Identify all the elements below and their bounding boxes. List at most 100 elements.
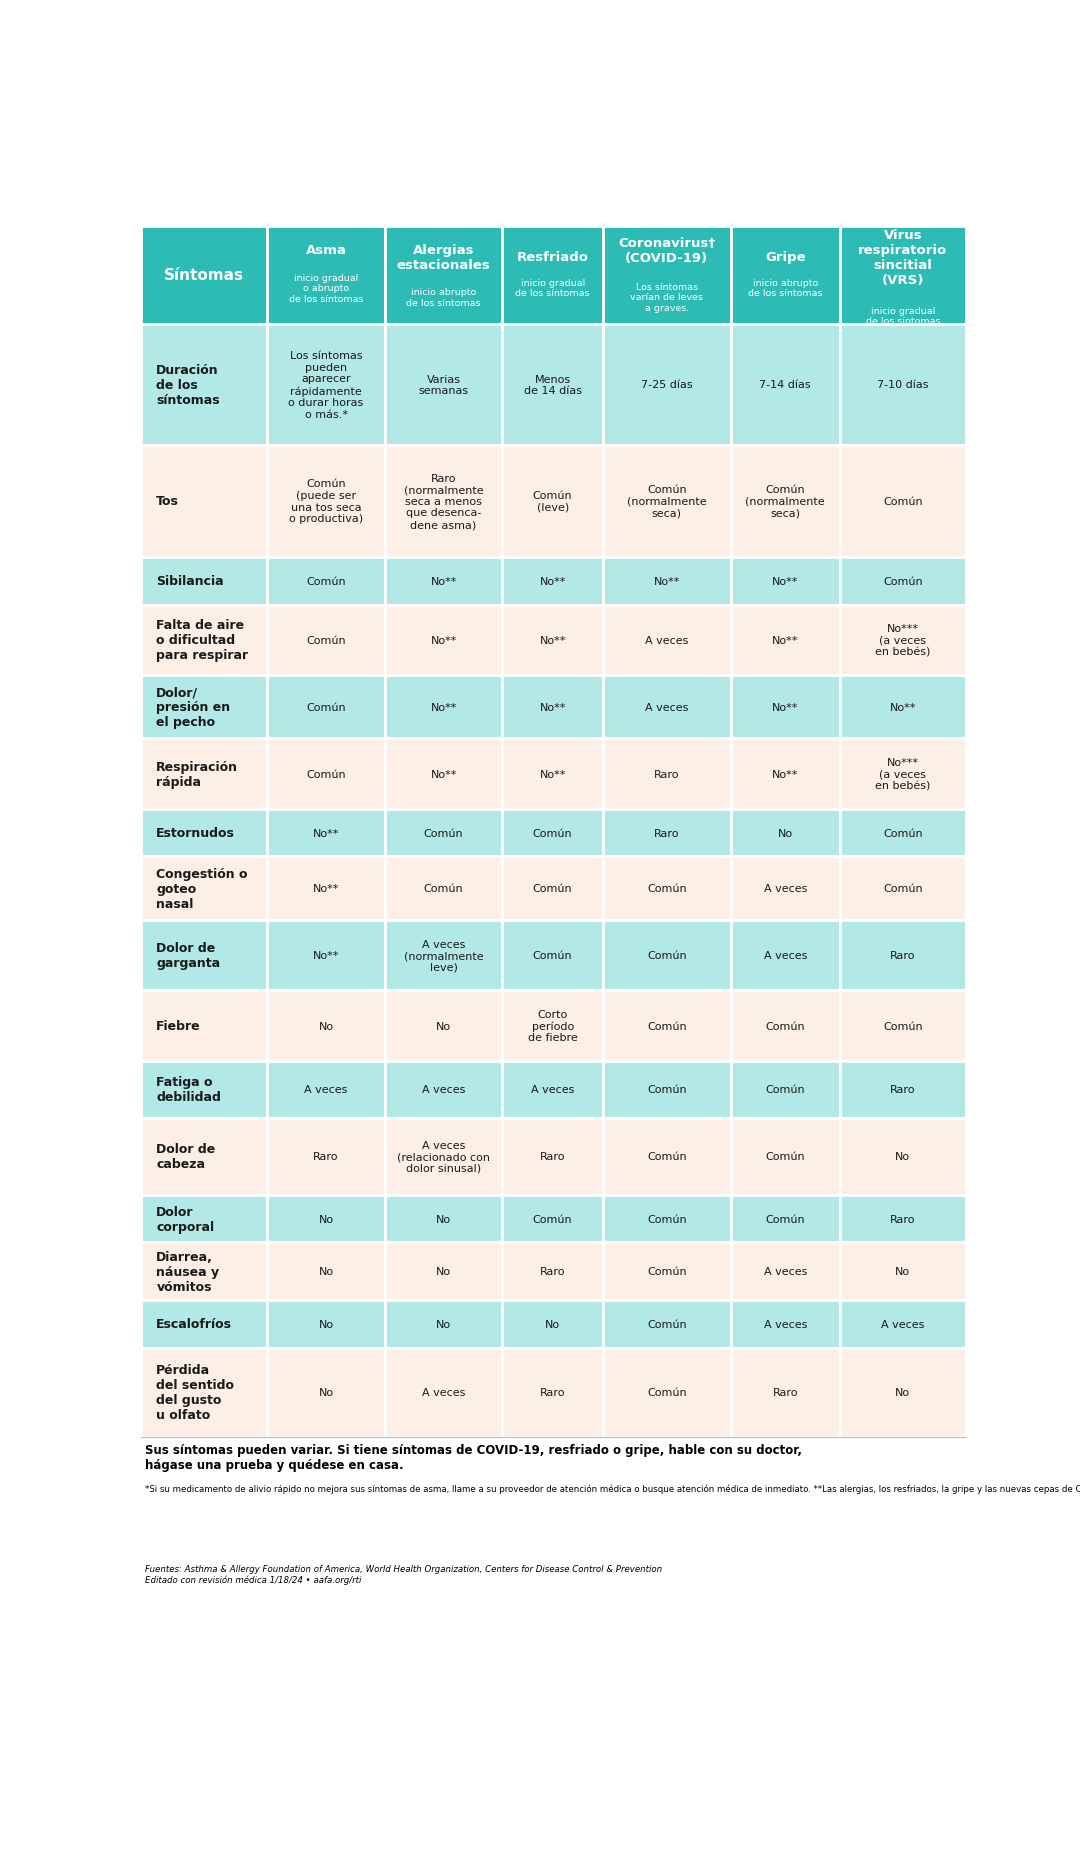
Bar [141, 1348, 267, 1437]
Bar [384, 1242, 502, 1300]
Bar [267, 810, 384, 858]
Bar [141, 858, 267, 921]
Bar [384, 227, 502, 325]
Text: Raro: Raro [654, 828, 679, 838]
Text: A veces: A veces [531, 1084, 575, 1096]
Text: No**: No** [772, 576, 798, 587]
Text: Común: Común [647, 1318, 687, 1330]
Bar [840, 1060, 966, 1118]
Text: Diarrea,
náusea y
vómitos: Diarrea, náusea y vómitos [157, 1250, 219, 1292]
Bar [502, 1194, 603, 1242]
Text: Coronavirus†
(COVID-19): Coronavirus† (COVID-19) [618, 236, 715, 266]
Text: Común: Común [647, 1387, 687, 1398]
Text: Común: Común [307, 769, 346, 780]
Text: Raro: Raro [654, 769, 679, 780]
Bar [267, 446, 384, 557]
Text: Común: Común [307, 635, 346, 644]
Bar [603, 739, 731, 810]
Bar [141, 446, 267, 557]
Text: No***
(a veces
en bebés): No*** (a veces en bebés) [875, 624, 931, 657]
Bar [502, 227, 603, 325]
Bar [141, 1060, 267, 1118]
Bar [840, 227, 966, 325]
Bar [840, 605, 966, 676]
Text: Corto
período
de fiebre: Corto período de fiebre [528, 1008, 578, 1044]
Bar [267, 1300, 384, 1348]
Bar [603, 325, 731, 446]
Text: Falta de aire
o dificultad
para respirar: Falta de aire o dificultad para respirar [157, 618, 248, 661]
Text: Gripe: Gripe [765, 251, 806, 264]
Text: A veces: A veces [764, 1318, 807, 1330]
Text: No***
(a veces
en bebés): No*** (a veces en bebés) [875, 758, 931, 791]
Text: A veces: A veces [422, 1084, 465, 1096]
Text: No: No [436, 1214, 451, 1224]
Bar [384, 1118, 502, 1194]
Bar [731, 557, 840, 605]
Bar [731, 325, 840, 446]
Bar [603, 992, 731, 1060]
Text: Tos: Tos [157, 496, 179, 509]
Bar [384, 992, 502, 1060]
Text: No**: No** [431, 702, 457, 713]
Bar [502, 557, 603, 605]
Text: Raro: Raro [890, 1214, 916, 1224]
Bar [384, 1194, 502, 1242]
Bar [502, 1348, 603, 1437]
Bar [731, 227, 840, 325]
Text: inicio gradual
o abrupto
de los síntomas: inicio gradual o abrupto de los síntomas [288, 273, 363, 303]
Text: A veces: A veces [764, 1266, 807, 1276]
Bar [384, 1060, 502, 1118]
Text: Común: Común [883, 1021, 922, 1031]
Text: inicio abrupto
de los síntomas: inicio abrupto de los síntomas [406, 288, 481, 308]
Bar [502, 992, 603, 1060]
Text: No: No [319, 1021, 334, 1031]
Text: 7-14 días: 7-14 días [759, 381, 811, 390]
Text: No**: No** [431, 635, 457, 644]
Bar [731, 1060, 840, 1118]
Text: inicio abrupto
de los síntomas: inicio abrupto de los síntomas [748, 279, 823, 299]
Bar [267, 227, 384, 325]
Bar [502, 858, 603, 921]
Bar [603, 810, 731, 858]
Bar [141, 227, 267, 325]
Bar [731, 446, 840, 557]
Bar [384, 676, 502, 739]
Bar [603, 858, 731, 921]
Text: A veces: A veces [645, 702, 688, 713]
Text: Estornudos: Estornudos [157, 826, 235, 839]
Text: No**: No** [313, 884, 339, 893]
Text: No**: No** [540, 576, 566, 587]
Text: Virus
respiratorio
sincitial
(VRS): Virus respiratorio sincitial (VRS) [859, 228, 947, 286]
Text: A veces
(relacionado con
dolor sinusal): A veces (relacionado con dolor sinusal) [397, 1140, 490, 1174]
Text: Común: Común [423, 884, 463, 893]
Bar [840, 1348, 966, 1437]
Text: No**: No** [772, 702, 798, 713]
Bar [731, 676, 840, 739]
Text: Respiración
rápida: Respiración rápida [157, 760, 239, 787]
Bar [141, 1437, 966, 1651]
Text: No: No [319, 1266, 334, 1276]
Text: Dolor/
presión en
el pecho: Dolor/ presión en el pecho [157, 685, 230, 728]
Text: Dolor de
garganta: Dolor de garganta [157, 941, 220, 969]
Bar [141, 1194, 267, 1242]
Bar [384, 858, 502, 921]
Bar [141, 676, 267, 739]
Bar [603, 1118, 731, 1194]
Text: No**: No** [313, 951, 339, 960]
Text: Común: Común [883, 828, 922, 838]
Bar [267, 676, 384, 739]
Bar [840, 992, 966, 1060]
Text: A veces: A veces [764, 884, 807, 893]
Bar [141, 557, 267, 605]
Text: 7-25 días: 7-25 días [642, 381, 692, 390]
Text: Alergias
estacionales: Alergias estacionales [396, 243, 490, 271]
Text: Común: Común [766, 1084, 805, 1096]
Text: Raro: Raro [540, 1151, 566, 1162]
Bar [502, 446, 603, 557]
Bar [502, 1118, 603, 1194]
Text: Raro: Raro [540, 1387, 566, 1398]
Text: No: No [319, 1214, 334, 1224]
Bar [840, 1242, 966, 1300]
Text: Común: Común [532, 951, 572, 960]
Text: No: No [895, 1387, 910, 1398]
